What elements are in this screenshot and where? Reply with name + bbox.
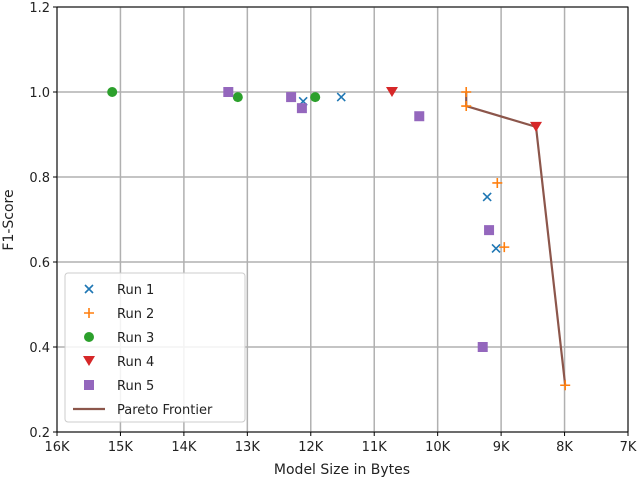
legend-marker-4	[83, 356, 95, 366]
legend: Run 1 Run 2 Run 3 Run 4 Run 5 Pareto Frontier	[64, 272, 246, 423]
point-run-3	[232, 92, 243, 103]
y-tick-label: 1.2	[29, 1, 50, 16]
x-axis-label: Model Size in Bytes	[274, 462, 410, 478]
pareto-frontier-line	[465, 92, 567, 386]
legend-marker-1	[84, 284, 94, 294]
x-tick-label: 8K	[556, 440, 573, 455]
legend-label: Run 3	[117, 331, 154, 346]
x-tick-label: 11K	[362, 440, 388, 455]
point-run-5	[296, 103, 307, 114]
legend-label: Run 5	[117, 379, 154, 394]
x-tick-label: 13K	[235, 440, 261, 455]
data-points	[107, 87, 571, 391]
x-tick-label: 10K	[425, 440, 451, 455]
point-run-1	[491, 243, 501, 253]
point-run-2	[492, 177, 503, 188]
y-tick-label: 0.8	[29, 171, 50, 186]
point-run-2	[499, 242, 510, 253]
x-tick-label: 12K	[298, 440, 324, 455]
point-run-1	[336, 92, 346, 102]
point-run-5	[286, 92, 297, 103]
legend-marker-3	[84, 332, 94, 342]
point-run-5	[477, 342, 488, 352]
y-axis-ticks: 0.2 0.4 0.6 0.8 1.0 1.2	[29, 1, 57, 441]
point-run-2	[461, 87, 472, 97]
x-tick-label: 15K	[108, 440, 134, 455]
y-tick-label: 0.4	[29, 341, 50, 356]
point-run-5	[414, 111, 425, 122]
point-run-2	[461, 101, 472, 112]
point-run-5	[484, 225, 495, 236]
x-axis-ticks: 16K 15K 14K 13K 12K 11K 10K 9K 8K 7K	[44, 432, 637, 455]
plot-frame	[56, 6, 629, 433]
point-run-3	[107, 87, 118, 97]
point-run-1	[482, 192, 492, 202]
y-tick-label: 0.6	[29, 256, 50, 271]
point-run-5	[223, 87, 234, 97]
legend-label: Run 2	[117, 307, 154, 322]
y-axis-label: F1-Score	[1, 189, 17, 250]
point-run-4	[530, 121, 543, 132]
y-tick-label: 1.0	[29, 86, 50, 101]
legend-marker-5	[84, 380, 94, 390]
legend-label: Run 4	[117, 355, 154, 370]
legend-label: Pareto Frontier	[117, 403, 213, 418]
y-tick-label: 0.2	[29, 426, 50, 441]
legend-label: Run 1	[117, 283, 154, 298]
point-run-4	[385, 87, 398, 97]
x-tick-label: 16K	[44, 440, 70, 455]
x-tick-label: 14K	[171, 440, 197, 455]
point-run-3	[310, 92, 321, 103]
x-tick-label: 7K	[620, 440, 637, 455]
frontier-line	[465, 92, 567, 386]
x-tick-label: 9K	[493, 440, 510, 455]
point-run-2	[560, 380, 571, 391]
legend-marker-2	[84, 308, 94, 318]
